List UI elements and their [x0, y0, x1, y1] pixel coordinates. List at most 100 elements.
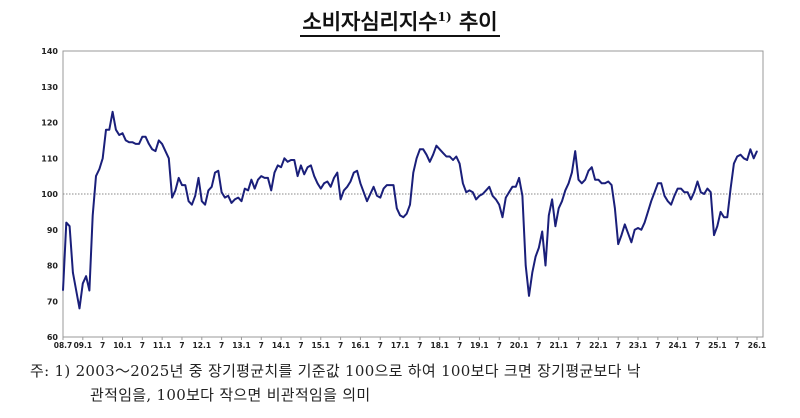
- data-point: [346, 186, 348, 188]
- data-point: [472, 191, 474, 193]
- data-point: [561, 200, 563, 202]
- data-point: [435, 145, 438, 147]
- data-point: [492, 195, 494, 197]
- data-point: [687, 191, 689, 193]
- data-point: [224, 196, 226, 199]
- data-point: [554, 225, 557, 227]
- x-tick-label: 7: [655, 341, 660, 350]
- data-point: [508, 191, 510, 193]
- data-point: [607, 180, 609, 183]
- data-point: [204, 204, 206, 206]
- data-point: [703, 193, 705, 195]
- data-point: [541, 230, 543, 233]
- data-point: [416, 157, 418, 159]
- data-point: [637, 227, 639, 229]
- data-point: [247, 189, 249, 192]
- data-point: [178, 177, 180, 179]
- data-point: [313, 175, 315, 177]
- x-tick-label: 7: [497, 341, 502, 350]
- data-point: [135, 143, 137, 145]
- data-point: [538, 247, 540, 249]
- data-point: [164, 150, 167, 152]
- data-point: [627, 232, 629, 234]
- data-point: [230, 202, 233, 204]
- data-point: [449, 155, 451, 158]
- data-point: [716, 225, 718, 227]
- data-point: [396, 207, 398, 209]
- x-tick-label: 25.1: [708, 341, 727, 350]
- data-point: [402, 216, 404, 218]
- data-point: [201, 200, 203, 202]
- x-tick-label: 18.1: [430, 341, 449, 350]
- data-point: [683, 191, 685, 193]
- x-tick-label: 7: [338, 341, 343, 350]
- y-tick-label: 90: [47, 226, 59, 235]
- data-point: [254, 188, 256, 190]
- data-point: [287, 161, 289, 163]
- data-point: [128, 141, 130, 143]
- data-point: [197, 177, 200, 179]
- x-tick-label: 24.1: [668, 341, 687, 350]
- data-point: [462, 182, 464, 184]
- data-point: [194, 195, 196, 197]
- data-point: [95, 175, 97, 177]
- data-point: [544, 264, 547, 267]
- data-point: [485, 189, 487, 192]
- x-tick-label: 21.1: [549, 341, 568, 350]
- data-point: [587, 170, 590, 172]
- x-tick-label: 20.1: [510, 341, 529, 350]
- data-point: [452, 159, 454, 161]
- x-tick-label: 16.1: [351, 341, 370, 350]
- data-point: [270, 189, 272, 192]
- data-point: [333, 177, 335, 179]
- x-tick-label: 11.1: [153, 341, 172, 350]
- data-point: [647, 211, 649, 213]
- data-point: [756, 150, 758, 152]
- data-point: [584, 179, 586, 181]
- data-point: [571, 171, 573, 174]
- data-point: [234, 198, 236, 200]
- data-point: [581, 182, 583, 184]
- data-point: [369, 193, 371, 195]
- data-point: [376, 195, 378, 197]
- data-point: [564, 189, 566, 192]
- data-point: [98, 168, 100, 170]
- data-point: [138, 143, 140, 145]
- data-point: [115, 129, 117, 131]
- data-point: [574, 150, 576, 152]
- data-point: [171, 196, 173, 199]
- line-chart: 60 70 80 90 100 110 120 130 140 08.7 09.1 7 10.1 7 11.…: [41, 47, 766, 350]
- data-point: [465, 191, 467, 193]
- data-point: [148, 143, 150, 145]
- data-point: [743, 157, 745, 159]
- data-point: [244, 188, 246, 190]
- data-point: [495, 198, 497, 200]
- data-point: [620, 234, 623, 236]
- x-tick-label: 12.1: [193, 341, 212, 350]
- data-point: [72, 272, 74, 274]
- data-point: [597, 179, 599, 181]
- data-point: [131, 141, 133, 143]
- data-point: [624, 223, 626, 225]
- y-tick-label: 70: [47, 297, 59, 306]
- data-point: [340, 198, 342, 200]
- data-point: [706, 188, 709, 190]
- data-point: [650, 200, 652, 202]
- x-tick-label: 7: [457, 341, 462, 350]
- data-point: [696, 180, 699, 183]
- data-point: [273, 171, 276, 174]
- data-point: [78, 307, 81, 309]
- data-point: [482, 193, 484, 195]
- x-tick-label: 7: [695, 341, 700, 350]
- x-tick-label: 7: [298, 341, 303, 350]
- data-point: [667, 200, 669, 202]
- x-tick-label: 08.7: [54, 341, 73, 350]
- data-point: [439, 148, 441, 150]
- data-point: [445, 155, 447, 158]
- data-point: [746, 159, 748, 161]
- footnote-line-2: 관적임을, 100보다 작으면 비관적임을 의미: [90, 386, 371, 404]
- data-point: [412, 171, 414, 174]
- data-point: [548, 214, 550, 217]
- data-point: [478, 195, 480, 197]
- data-point: [151, 148, 153, 150]
